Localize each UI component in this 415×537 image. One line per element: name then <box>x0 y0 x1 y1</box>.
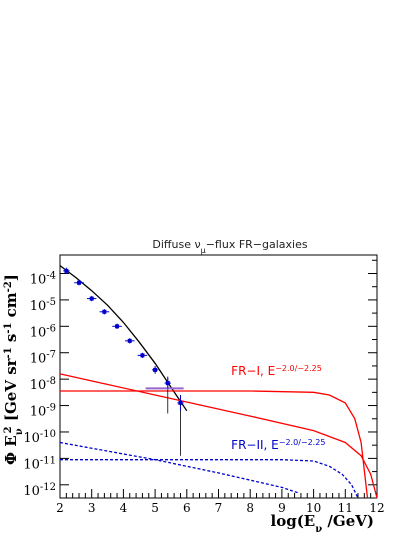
data-marker <box>102 309 107 314</box>
data-point <box>164 377 171 389</box>
xlabel-text-rest: /GeV) <box>322 512 374 530</box>
y-tick-exponent: -9 <box>46 402 56 413</box>
data-marker <box>77 280 82 285</box>
ylabel-units-s: s <box>2 334 20 348</box>
annotation-exponent: −2.0/−2.25 <box>279 438 326 447</box>
ylabel-subscript: ν <box>14 428 25 435</box>
y-tick-label: 10-9 <box>30 402 56 420</box>
title-subscript: μ <box>201 246 206 255</box>
x-tick-label: 5 <box>151 501 159 515</box>
y-tick-label: 10-10 <box>23 428 56 446</box>
data-marker <box>127 338 132 343</box>
ylabel-units-cm: cm <box>2 292 20 322</box>
ylabel-exponent: -1 <box>3 323 14 334</box>
y-tick-base: 10 <box>30 272 47 287</box>
x-tick-label: 10 <box>306 501 321 515</box>
x-tick-label: 12 <box>369 501 384 515</box>
y-tick-label: 10-6 <box>30 323 56 341</box>
title-text-rest: −flux FR−galaxies <box>206 238 308 251</box>
data-marker <box>165 381 170 386</box>
data-marker <box>178 400 183 405</box>
x-tick-label: 6 <box>183 501 191 515</box>
x-tick-label: 3 <box>88 501 96 515</box>
data-point <box>137 352 148 359</box>
x-tick-label: 2 <box>56 501 64 515</box>
y-tick-base: 10 <box>23 457 40 472</box>
y-tick-base: 10 <box>30 299 47 314</box>
x-axis-label: log(Eν /GeV) <box>271 512 374 535</box>
ylabel-superscript: 2 <box>3 426 14 433</box>
ylabel-units: [GeV sr <box>2 357 20 426</box>
y-tick-base: 10 <box>30 378 47 393</box>
series-line <box>59 265 188 412</box>
data-point <box>74 280 84 286</box>
y-tick-label: 10-4 <box>30 270 56 288</box>
curve-annotation: FR−II, E−2.0/−2.25 <box>231 438 325 453</box>
ylabel-exponent: -1 <box>3 347 14 358</box>
x-tick-label: 4 <box>120 501 128 515</box>
data-marker <box>115 324 120 329</box>
y-tick-label: 10-8 <box>30 376 56 394</box>
y-tick-exponent: -5 <box>46 296 56 307</box>
series-line <box>60 459 359 499</box>
chart-title: Diffuse νμ−flux FR−galaxies <box>152 238 307 255</box>
annotation-text: FR−I, E <box>231 364 275 378</box>
y-tick-exponent: -4 <box>46 270 56 281</box>
ylabel-exponent: -2 <box>3 281 14 292</box>
axis-ticks <box>59 259 378 499</box>
y-tick-exponent: -7 <box>46 349 56 360</box>
data-point <box>124 338 135 344</box>
y-tick-exponent: -8 <box>46 376 56 387</box>
y-tick-base: 10 <box>30 405 47 420</box>
data-point <box>63 267 70 275</box>
series-line <box>59 373 378 499</box>
y-tick-base: 10 <box>30 352 47 367</box>
data-point <box>112 323 122 329</box>
title-text: Diffuse ν <box>152 238 200 251</box>
ylabel-text: Φ E <box>2 435 20 465</box>
y-tick-exponent: -6 <box>46 323 56 334</box>
series-line <box>59 441 299 494</box>
y-tick-label: 10-11 <box>23 455 56 473</box>
curve-annotation: FR−I, E−2.0/−2.25 <box>231 364 322 379</box>
y-axis-label: Φ Eν2 [GeV sr-1 s-1 cm-2] <box>2 274 25 465</box>
y-tick-label: 10-5 <box>30 296 56 314</box>
y-tick-label: 10-7 <box>30 349 56 367</box>
series-line <box>60 390 369 499</box>
plot-frame <box>59 254 378 499</box>
annotation-text: FR−II, E <box>231 438 279 452</box>
y-tick-exponent: -10 <box>40 428 56 439</box>
xlabel-subscript: ν <box>315 524 322 535</box>
data-point <box>86 295 97 302</box>
ylabel-end: ] <box>2 274 20 281</box>
y-tick-exponent: -11 <box>40 455 56 466</box>
xlabel-text: log(E <box>271 512 316 530</box>
data-marker <box>140 353 145 358</box>
x-tick-label: 11 <box>338 501 353 515</box>
y-tick-base: 10 <box>23 431 40 446</box>
data-point <box>99 309 110 315</box>
data-points <box>63 267 184 411</box>
x-tick-label: 9 <box>278 501 286 515</box>
model-curves <box>59 265 378 499</box>
x-tick-label: 7 <box>215 501 223 515</box>
y-tick-exponent: -12 <box>40 481 56 492</box>
data-marker <box>153 367 158 372</box>
data-marker <box>89 296 94 301</box>
x-tick-label: 8 <box>246 501 254 515</box>
y-tick-base: 10 <box>23 484 40 499</box>
x-tick-labels: 2 3 4 5 6 7 8 9 10 11 12 <box>56 501 384 515</box>
data-marker <box>64 268 69 273</box>
data-point <box>177 394 184 411</box>
data-point <box>151 365 159 374</box>
y-tick-base: 10 <box>30 325 47 340</box>
y-tick-label: 10-12 <box>23 481 56 499</box>
annotation-exponent: −2.0/−2.25 <box>275 364 322 373</box>
